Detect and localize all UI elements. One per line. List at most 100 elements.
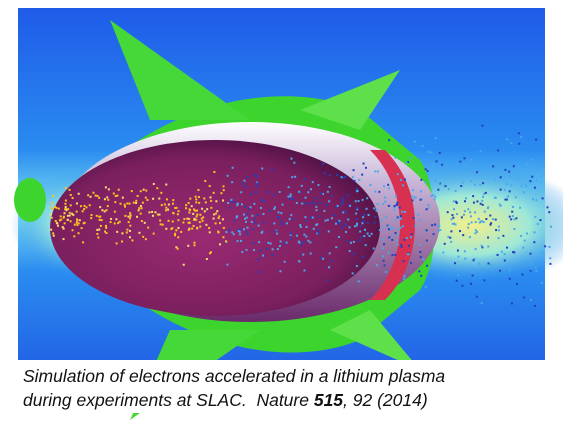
electron xyxy=(78,193,80,195)
electron xyxy=(376,264,378,266)
electron xyxy=(222,185,224,187)
electron xyxy=(217,231,219,233)
electron xyxy=(516,283,518,285)
electron xyxy=(187,245,189,247)
electron xyxy=(62,226,64,228)
electron xyxy=(105,232,107,234)
electron xyxy=(373,207,375,209)
electron xyxy=(534,266,536,268)
electron xyxy=(510,184,512,186)
electron xyxy=(388,187,390,189)
electron xyxy=(331,217,333,219)
electron xyxy=(535,199,537,201)
electron xyxy=(544,245,546,247)
electron xyxy=(188,222,190,224)
electron xyxy=(360,225,362,227)
caption-text: during experiments at SLAC. Nature xyxy=(23,390,314,410)
electron xyxy=(520,136,522,138)
electron xyxy=(388,205,390,207)
electron xyxy=(160,192,162,194)
electron xyxy=(165,209,167,211)
electron xyxy=(531,176,533,178)
electron xyxy=(256,186,258,188)
electron xyxy=(172,203,174,205)
electron xyxy=(58,208,60,210)
electron xyxy=(230,199,232,201)
electron xyxy=(99,219,101,221)
electron xyxy=(59,219,61,221)
electron xyxy=(363,235,365,237)
electron xyxy=(152,198,154,200)
electron xyxy=(69,189,71,191)
electron xyxy=(242,183,244,185)
electron xyxy=(435,180,437,182)
electron xyxy=(379,229,381,231)
electron xyxy=(344,223,346,225)
electron xyxy=(526,163,528,165)
electron xyxy=(174,234,176,236)
electron xyxy=(82,210,84,212)
electron xyxy=(196,210,198,212)
electron xyxy=(244,218,246,220)
electron xyxy=(479,184,481,186)
electron xyxy=(518,132,520,134)
electron xyxy=(420,190,422,192)
electron xyxy=(257,259,259,261)
electron xyxy=(255,222,257,224)
electron xyxy=(476,231,478,233)
electron xyxy=(222,218,224,220)
electron xyxy=(409,157,411,159)
electron xyxy=(279,270,281,272)
electron xyxy=(258,225,260,227)
electron xyxy=(266,248,268,250)
electron xyxy=(361,174,363,176)
electron xyxy=(434,198,436,200)
electron xyxy=(312,217,314,219)
electron xyxy=(433,233,435,235)
electron xyxy=(549,246,551,248)
electron xyxy=(426,239,428,241)
electron xyxy=(425,168,427,170)
electron xyxy=(341,176,343,178)
electron xyxy=(461,216,463,218)
electron xyxy=(473,202,475,204)
electron xyxy=(321,193,323,195)
electron xyxy=(251,221,253,223)
electron xyxy=(251,215,253,217)
electron xyxy=(403,278,405,280)
electron xyxy=(396,233,398,235)
electron xyxy=(501,251,503,253)
electron xyxy=(205,201,207,203)
electron xyxy=(450,218,452,220)
electron xyxy=(253,203,255,205)
electron xyxy=(144,222,146,224)
electron xyxy=(323,210,325,212)
electron xyxy=(114,211,116,213)
electron xyxy=(363,163,365,165)
electron xyxy=(289,218,291,220)
electron xyxy=(177,219,179,221)
electron xyxy=(434,196,436,198)
electron xyxy=(442,251,444,253)
electron xyxy=(388,228,390,230)
electron xyxy=(341,226,343,228)
electron xyxy=(215,222,217,224)
electron xyxy=(390,228,392,230)
electron xyxy=(245,231,247,233)
electron xyxy=(51,202,53,204)
electron xyxy=(530,270,532,272)
electron xyxy=(72,197,74,199)
electron xyxy=(347,219,349,221)
electron xyxy=(284,261,286,263)
electron xyxy=(105,227,107,229)
electron xyxy=(381,219,383,221)
electron xyxy=(215,213,217,215)
electron xyxy=(345,210,347,212)
electron xyxy=(550,226,552,228)
electron xyxy=(356,188,358,190)
electron xyxy=(515,217,517,219)
electron xyxy=(458,256,460,258)
electron xyxy=(521,185,523,187)
electron xyxy=(382,239,384,241)
electron xyxy=(439,152,441,154)
